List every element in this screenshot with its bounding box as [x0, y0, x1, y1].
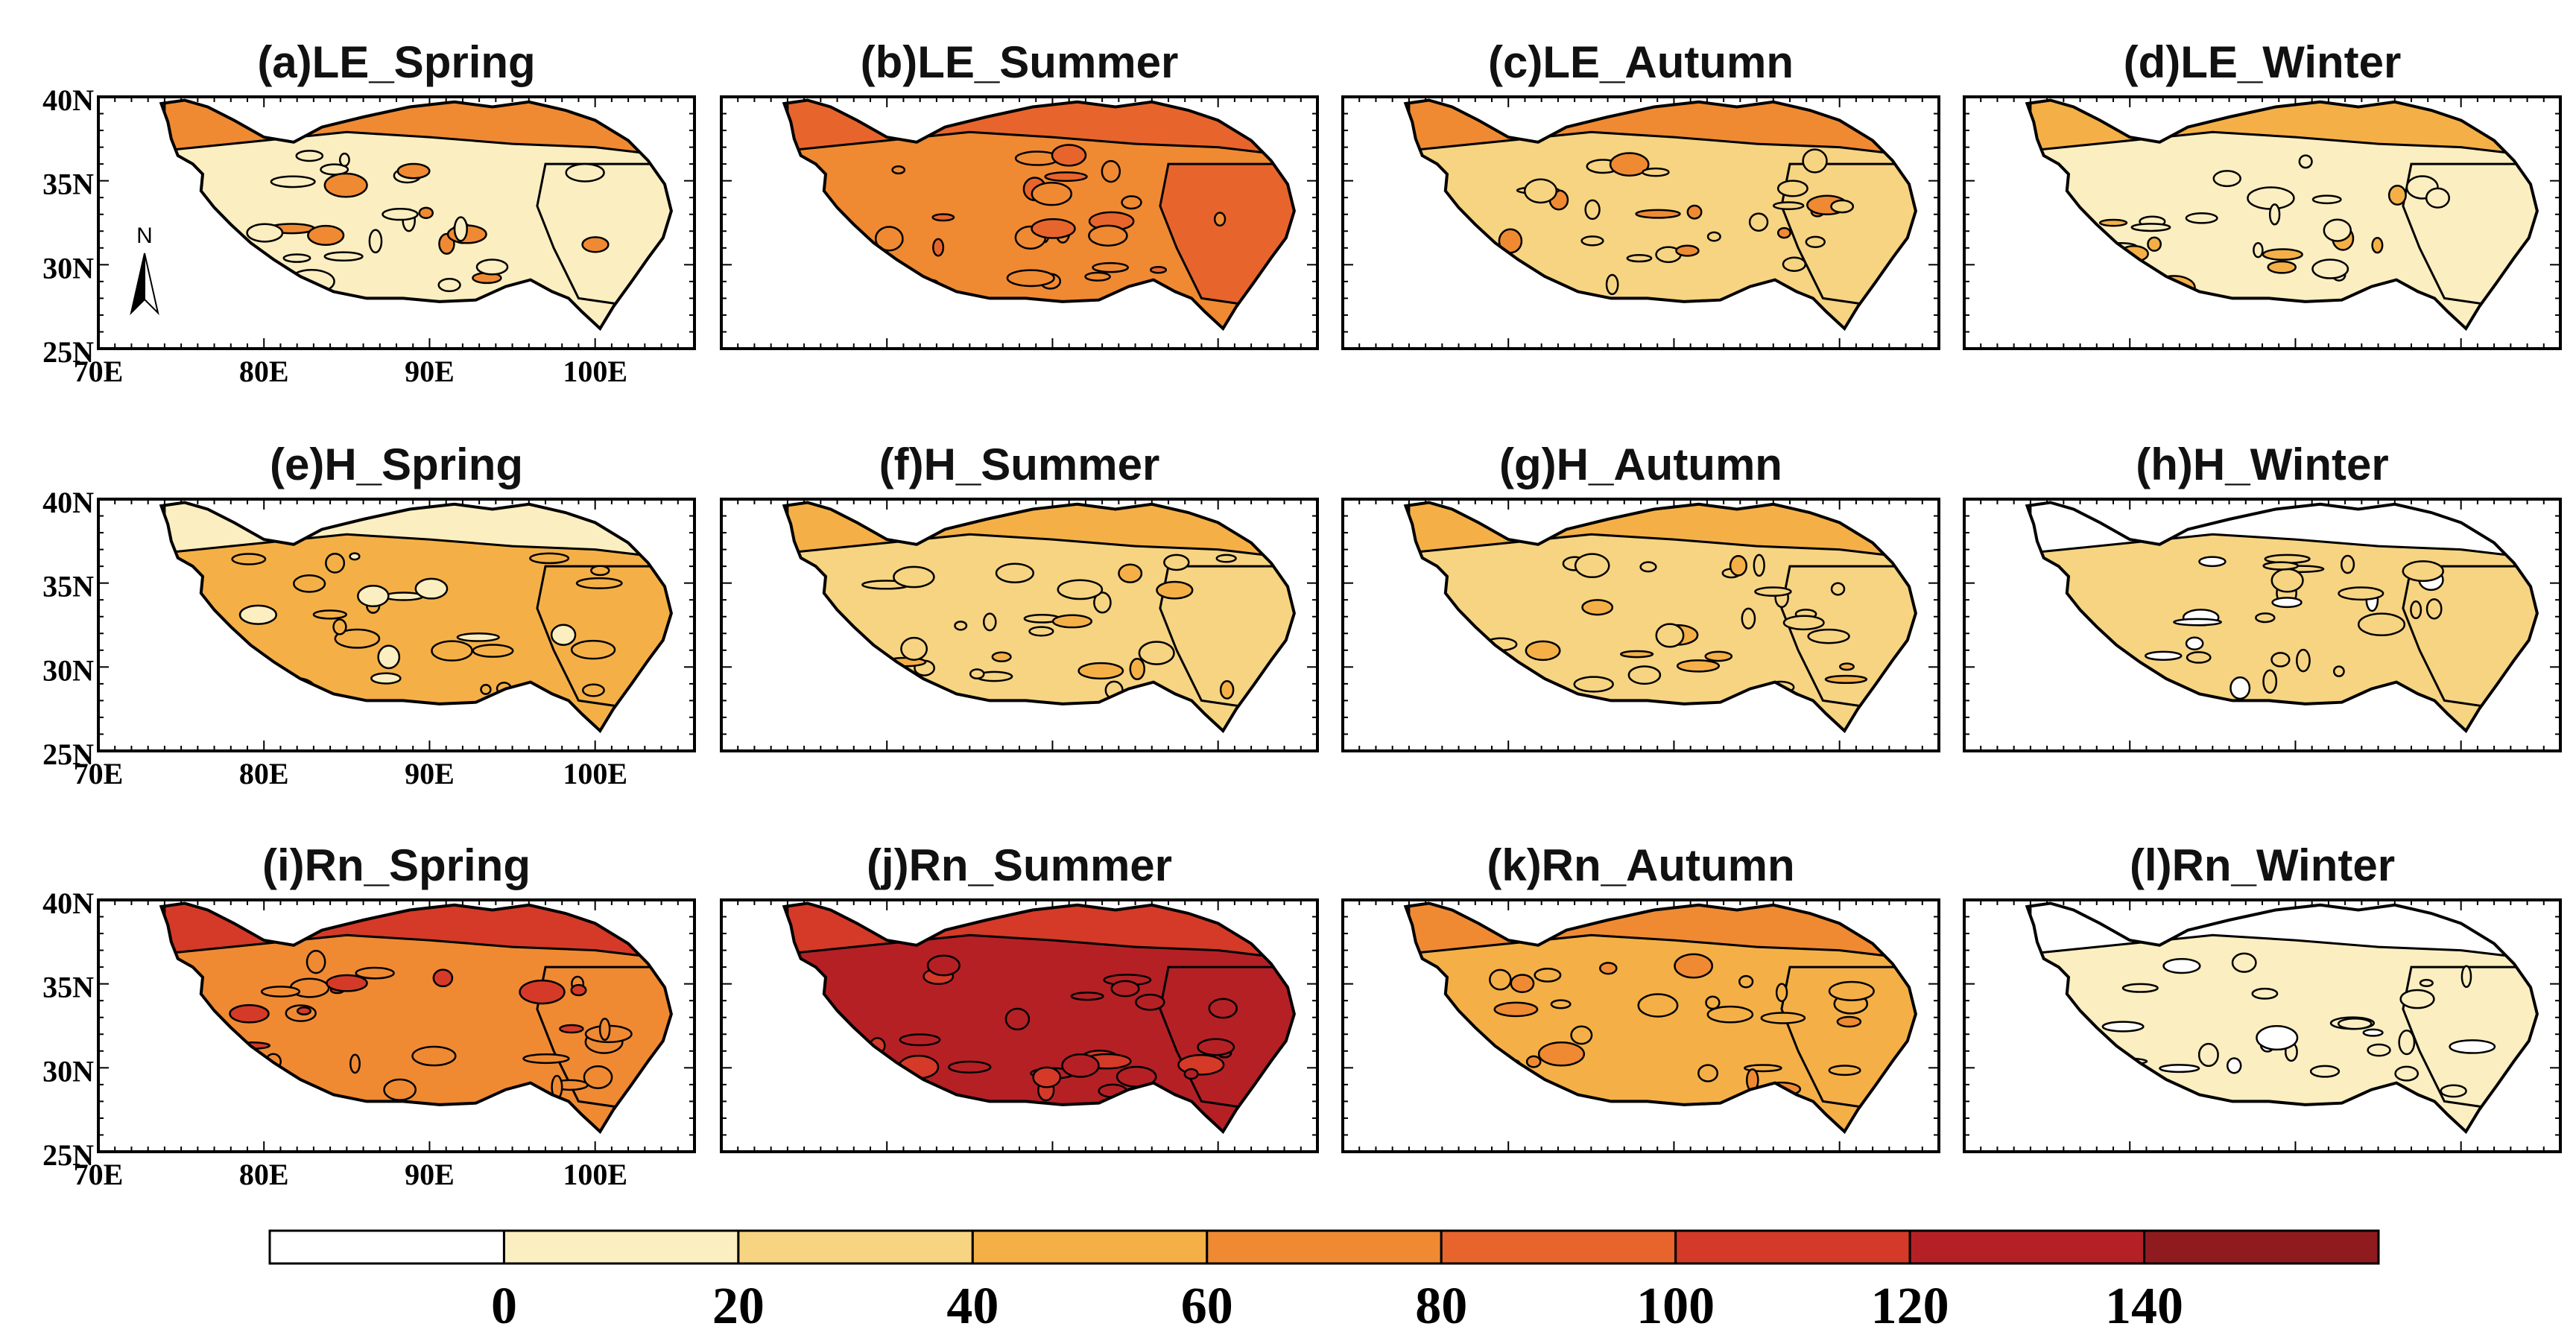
- colorbar-tick-label: 0: [491, 1278, 517, 1335]
- lon-tick-label: 100E: [563, 355, 627, 388]
- lon-tick-label: 90E: [405, 355, 455, 388]
- colorbar-swatch: [502, 1229, 740, 1265]
- colorbar-tick-label: 80: [1415, 1278, 1467, 1335]
- colorbar: 0 20 40 60 80 100 120 140: [268, 1229, 2380, 1335]
- plateau-outline: [782, 901, 1296, 1135]
- plateau-fill: [161, 903, 671, 1132]
- lat-tick-label: 30N: [42, 653, 94, 687]
- plateau-outline: [159, 98, 673, 332]
- panel-title: (d)LE_Winter: [2124, 37, 2402, 87]
- plateau-outline: [159, 901, 673, 1135]
- lat-tick-label: 35N: [42, 971, 94, 1004]
- map-panel: (l)Rn_Winter: [1963, 840, 2562, 1153]
- lon-tick-label: 90E: [405, 757, 455, 790]
- lon-tick-label: 90E: [405, 1158, 455, 1191]
- panel-title: (g)H_Autumn: [1499, 440, 1782, 489]
- colorbar-tick-label: 120: [1871, 1278, 1949, 1335]
- plateau-outline: [782, 98, 1296, 332]
- lat-tick-label: 30N: [42, 1054, 94, 1088]
- plateau-fill: [784, 903, 1294, 1132]
- panel-title: (b)LE_Summer: [861, 37, 1179, 87]
- plateau-fill: [1405, 903, 1916, 1132]
- lat-tick-label: 40N: [42, 83, 94, 117]
- panel-title: (k)Rn_Autumn: [1487, 840, 1794, 890]
- panel-title: (i)Rn_Spring: [262, 840, 531, 890]
- lat-tick-label: 35N: [42, 168, 94, 201]
- lat-tick-label: 25N: [42, 738, 94, 771]
- colorbar-tick-label: 40: [946, 1278, 999, 1335]
- plateau-fill: [2027, 502, 2537, 731]
- map-panel: (j)Rn_Summer: [720, 840, 1319, 1153]
- map-panel: (c)LE_Autumn: [1341, 37, 1940, 350]
- panel-title: (l)Rn_Winter: [2130, 840, 2395, 890]
- map-panel: (b)LE_Summer: [720, 37, 1319, 350]
- colorbar-tick-label: 100: [1636, 1278, 1715, 1335]
- colorbar-tick-label: 60: [1181, 1278, 1233, 1335]
- colorbar-tick-label: 140: [2105, 1278, 2183, 1335]
- plateau-fill: [1405, 502, 1916, 731]
- plateau-outline: [2025, 98, 2539, 332]
- lon-tick-label: 100E: [563, 757, 627, 790]
- lat-tick-label: 25N: [42, 335, 94, 369]
- lon-tick-label: 70E: [74, 355, 124, 388]
- map-panel: (g)H_Autumn: [1341, 440, 1940, 752]
- colorbar-swatch: [1908, 1229, 2146, 1265]
- lon-tick-label: 70E: [74, 757, 124, 790]
- map-panel: (d)LE_Winter: [1963, 37, 2562, 350]
- lat-tick-label: 40N: [42, 887, 94, 920]
- lon-tick-label: 100E: [563, 1158, 627, 1191]
- plateau-outline: [2025, 501, 2539, 734]
- panel-title: (e)H_Spring: [270, 440, 523, 489]
- north-arrow-icon: N: [130, 223, 159, 316]
- panel-title: (j)Rn_Summer: [867, 840, 1172, 890]
- plateau-fill: [2027, 100, 2537, 329]
- map-panel: (h)H_Winter: [1963, 440, 2562, 752]
- map-panel: (k)Rn_Autumn: [1341, 840, 1940, 1153]
- plateau-outline: [159, 501, 673, 734]
- colorbar-swatch: [1440, 1229, 1677, 1265]
- north-arrow-label: N: [136, 223, 153, 248]
- panel-title: (a)LE_Spring: [257, 37, 535, 87]
- plateau-outline: [1403, 501, 1917, 734]
- map-panel: (f)H_Summer: [720, 440, 1319, 752]
- plateau-fill: [784, 100, 1294, 329]
- colorbar-swatch: [2143, 1229, 2380, 1265]
- plateau-outline: [2025, 901, 2539, 1135]
- lat-tick-label: 35N: [42, 570, 94, 603]
- plateau-outline: [782, 501, 1296, 734]
- lon-tick-label: 80E: [239, 757, 289, 790]
- lat-tick-label: 30N: [42, 251, 94, 285]
- plateau-outline: [1403, 98, 1917, 332]
- colorbar-swatch: [268, 1229, 505, 1265]
- lat-tick-label: 25N: [42, 1138, 94, 1172]
- colorbar-swatch: [737, 1229, 974, 1265]
- colorbar-swatch: [971, 1229, 1209, 1265]
- panel-title: (h)H_Winter: [2136, 440, 2388, 489]
- lon-tick-label: 80E: [239, 355, 289, 388]
- panel-title: (f)H_Summer: [879, 440, 1160, 489]
- panel-title: (c)LE_Autumn: [1488, 37, 1794, 87]
- lat-tick-label: 40N: [42, 486, 94, 519]
- lon-tick-label: 70E: [74, 1158, 124, 1191]
- colorbar-tick-label: 20: [712, 1278, 765, 1335]
- colorbar-swatch: [1674, 1229, 1911, 1265]
- lon-tick-label: 80E: [239, 1158, 289, 1191]
- colorbar-swatch: [1206, 1229, 1443, 1265]
- plateau-outline: [1403, 901, 1917, 1135]
